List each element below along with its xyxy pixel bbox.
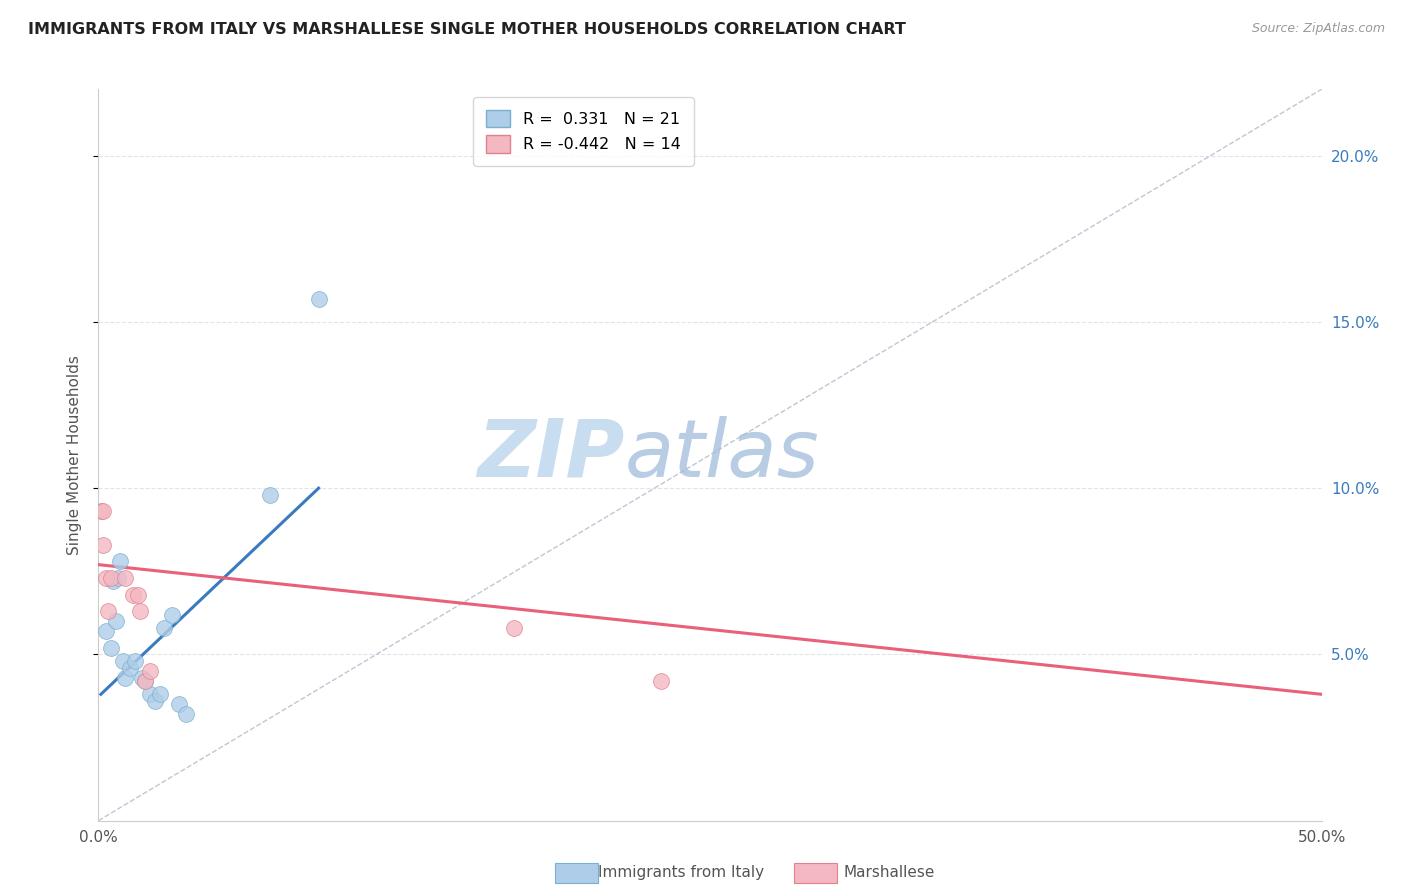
Point [107,571,129,585]
Text: ●: ● [568,863,585,881]
Point [91,504,114,518]
Point [104,614,127,628]
Point [134,673,156,688]
Point [149,687,172,701]
Point [127,588,149,602]
Point [308,292,330,306]
Point [160,607,183,622]
Point [259,488,281,502]
Point [143,694,166,708]
Text: atlas: atlas [624,416,820,494]
Point [90,504,112,518]
Point [94,571,117,585]
Point [100,571,122,585]
Point [114,571,136,585]
Point [153,621,176,635]
Point [111,654,134,668]
Text: Marshallese: Marshallese [844,865,935,880]
Text: ZIP: ZIP [477,416,624,494]
Point [120,661,142,675]
Point [650,673,672,688]
Point [134,673,156,688]
Point [124,654,146,668]
Text: Source: ZipAtlas.com: Source: ZipAtlas.com [1251,22,1385,36]
Point [176,707,198,722]
Point [100,640,122,655]
Point [114,671,136,685]
Point [110,554,132,568]
Point [503,621,526,635]
Y-axis label: Single Mother Households: Single Mother Households [66,355,82,555]
Point [167,698,190,712]
Point [131,671,153,685]
Point [101,574,124,589]
Legend: R =  0.331   N = 21, R = -0.442   N = 14: R = 0.331 N = 21, R = -0.442 N = 14 [474,97,693,166]
Point [121,588,143,602]
Text: IMMIGRANTS FROM ITALY VS MARSHALLESE SINGLE MOTHER HOUSEHOLDS CORRELATION CHART: IMMIGRANTS FROM ITALY VS MARSHALLESE SIN… [28,22,905,37]
Text: Immigrants from Italy: Immigrants from Italy [598,865,763,880]
Point [129,604,152,618]
Text: ●: ● [814,863,831,881]
Point [139,687,162,701]
Point [139,664,162,678]
Point [97,604,120,618]
Point [91,538,114,552]
Point [94,624,117,639]
